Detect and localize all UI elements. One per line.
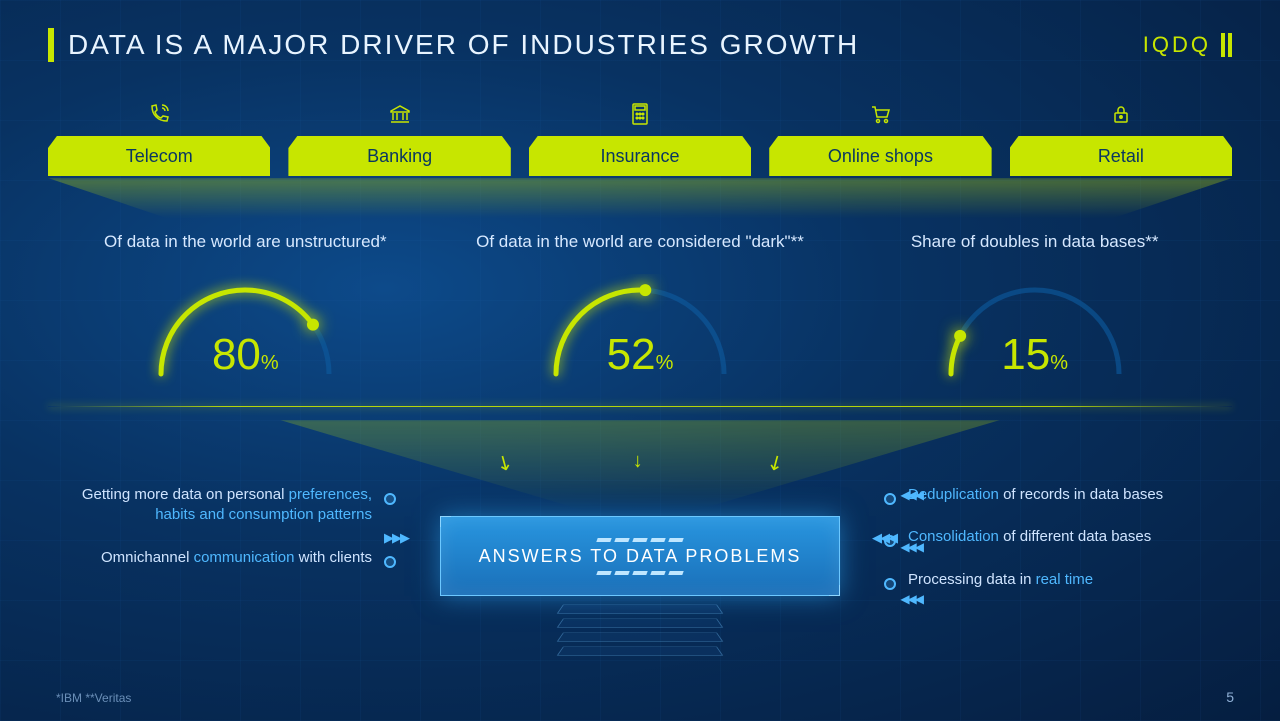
slide-header: DATA IS A MAJOR DRIVER OF INDUSTRIES GRO… [48, 28, 1232, 62]
stat-label: Share of doubles in data bases** [911, 232, 1159, 252]
brand-text: IQDQ [1143, 32, 1211, 58]
industry-row: Telecom Banking Insurance Online shops R… [48, 100, 1232, 176]
industry-item: Insurance [529, 100, 751, 176]
title-accent-bar [48, 28, 54, 62]
industry-item: Telecom [48, 100, 270, 176]
answers-box: ANSWERS TO DATA PROBLEMS [440, 516, 840, 596]
stat-label: Of data in the world are unstructured* [104, 232, 387, 252]
gauge-value: 80% [145, 330, 345, 380]
stat-label: Of data in the world are considered "dar… [476, 232, 804, 252]
calculator-icon [628, 100, 652, 128]
lock-icon [1109, 100, 1133, 128]
brand-bars-icon [1221, 33, 1232, 57]
list-item: Processing data in real time [908, 570, 1208, 590]
stack-decor-icon [560, 600, 720, 660]
gauge-chart: 15% [935, 274, 1135, 384]
gauge-value: 52% [540, 330, 740, 380]
baseline-glow [48, 406, 1232, 407]
gauge-chart: 52% [540, 274, 740, 384]
phone-icon [147, 100, 171, 128]
gauge-value: 15% [935, 330, 1135, 380]
stat-item: Of data in the world are considered "dar… [470, 232, 810, 384]
industry-item: Online shops [769, 100, 991, 176]
list-item: Deduplication of records in data bases [908, 485, 1208, 505]
industry-chip: Insurance [529, 136, 751, 176]
page-title: DATA IS A MAJOR DRIVER OF INDUSTRIES GRO… [68, 29, 859, 61]
page-number: 5 [1226, 689, 1234, 705]
gauge-chart: 80% [145, 274, 345, 384]
industry-item: Banking [288, 100, 510, 176]
arrow-down-icon: ↘ [491, 447, 518, 477]
right-list: Deduplication of records in data bases C… [908, 485, 1208, 612]
answers-label: ANSWERS TO DATA PROBLEMS [479, 546, 802, 567]
glow-beam [48, 178, 1232, 218]
arrow-down-icon: ↙ [762, 447, 789, 477]
brand-logo: IQDQ [1143, 32, 1232, 58]
list-item: Consolidation of different data bases [908, 527, 1208, 547]
chevron-left-icon: ◀◀◀ [900, 592, 922, 606]
left-list: Getting more data on personal preference… [72, 485, 372, 590]
bank-icon [388, 100, 412, 128]
industry-chip: Banking [288, 136, 510, 176]
footnote: *IBM **Veritas [56, 691, 131, 705]
industry-chip: Retail [1010, 136, 1232, 176]
list-item: Getting more data on personal preference… [72, 485, 372, 526]
dash-decor-icon [597, 538, 683, 542]
cart-icon [868, 100, 892, 128]
industry-chip: Telecom [48, 136, 270, 176]
chevron-right-icon: ▶▶▶ [384, 530, 408, 546]
chevron-left-icon: ◀◀◀ [872, 530, 896, 546]
industry-chip: Online shops [769, 136, 991, 176]
stat-item: Of data in the world are unstructured* 8… [75, 232, 415, 384]
dash-decor-icon [597, 571, 683, 575]
list-item: Omnichannel communication with clients [72, 548, 372, 568]
industry-item: Retail [1010, 100, 1232, 176]
chevron-left-icon: ◀◀◀ [900, 540, 922, 554]
stat-item: Share of doubles in data bases** 15% [865, 232, 1205, 384]
chevron-left-icon: ◀◀◀ [900, 488, 922, 502]
stats-row: Of data in the world are unstructured* 8… [48, 232, 1232, 384]
